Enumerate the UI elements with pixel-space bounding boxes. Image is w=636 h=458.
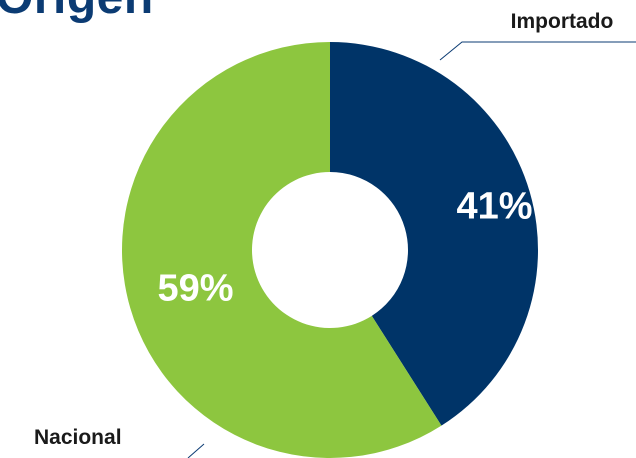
chart-title: Origen <box>0 0 154 25</box>
leader-line-nacional <box>187 443 205 458</box>
slice-nacional <box>121 42 442 458</box>
leader-line-importado <box>439 41 636 61</box>
pct-label-nacional: 59% <box>157 268 233 310</box>
category-label-nacional: Nacional <box>34 426 122 449</box>
category-label-importado: Importado <box>511 10 614 33</box>
slice-importado <box>330 42 538 426</box>
pct-label-importado: 41% <box>456 186 532 228</box>
